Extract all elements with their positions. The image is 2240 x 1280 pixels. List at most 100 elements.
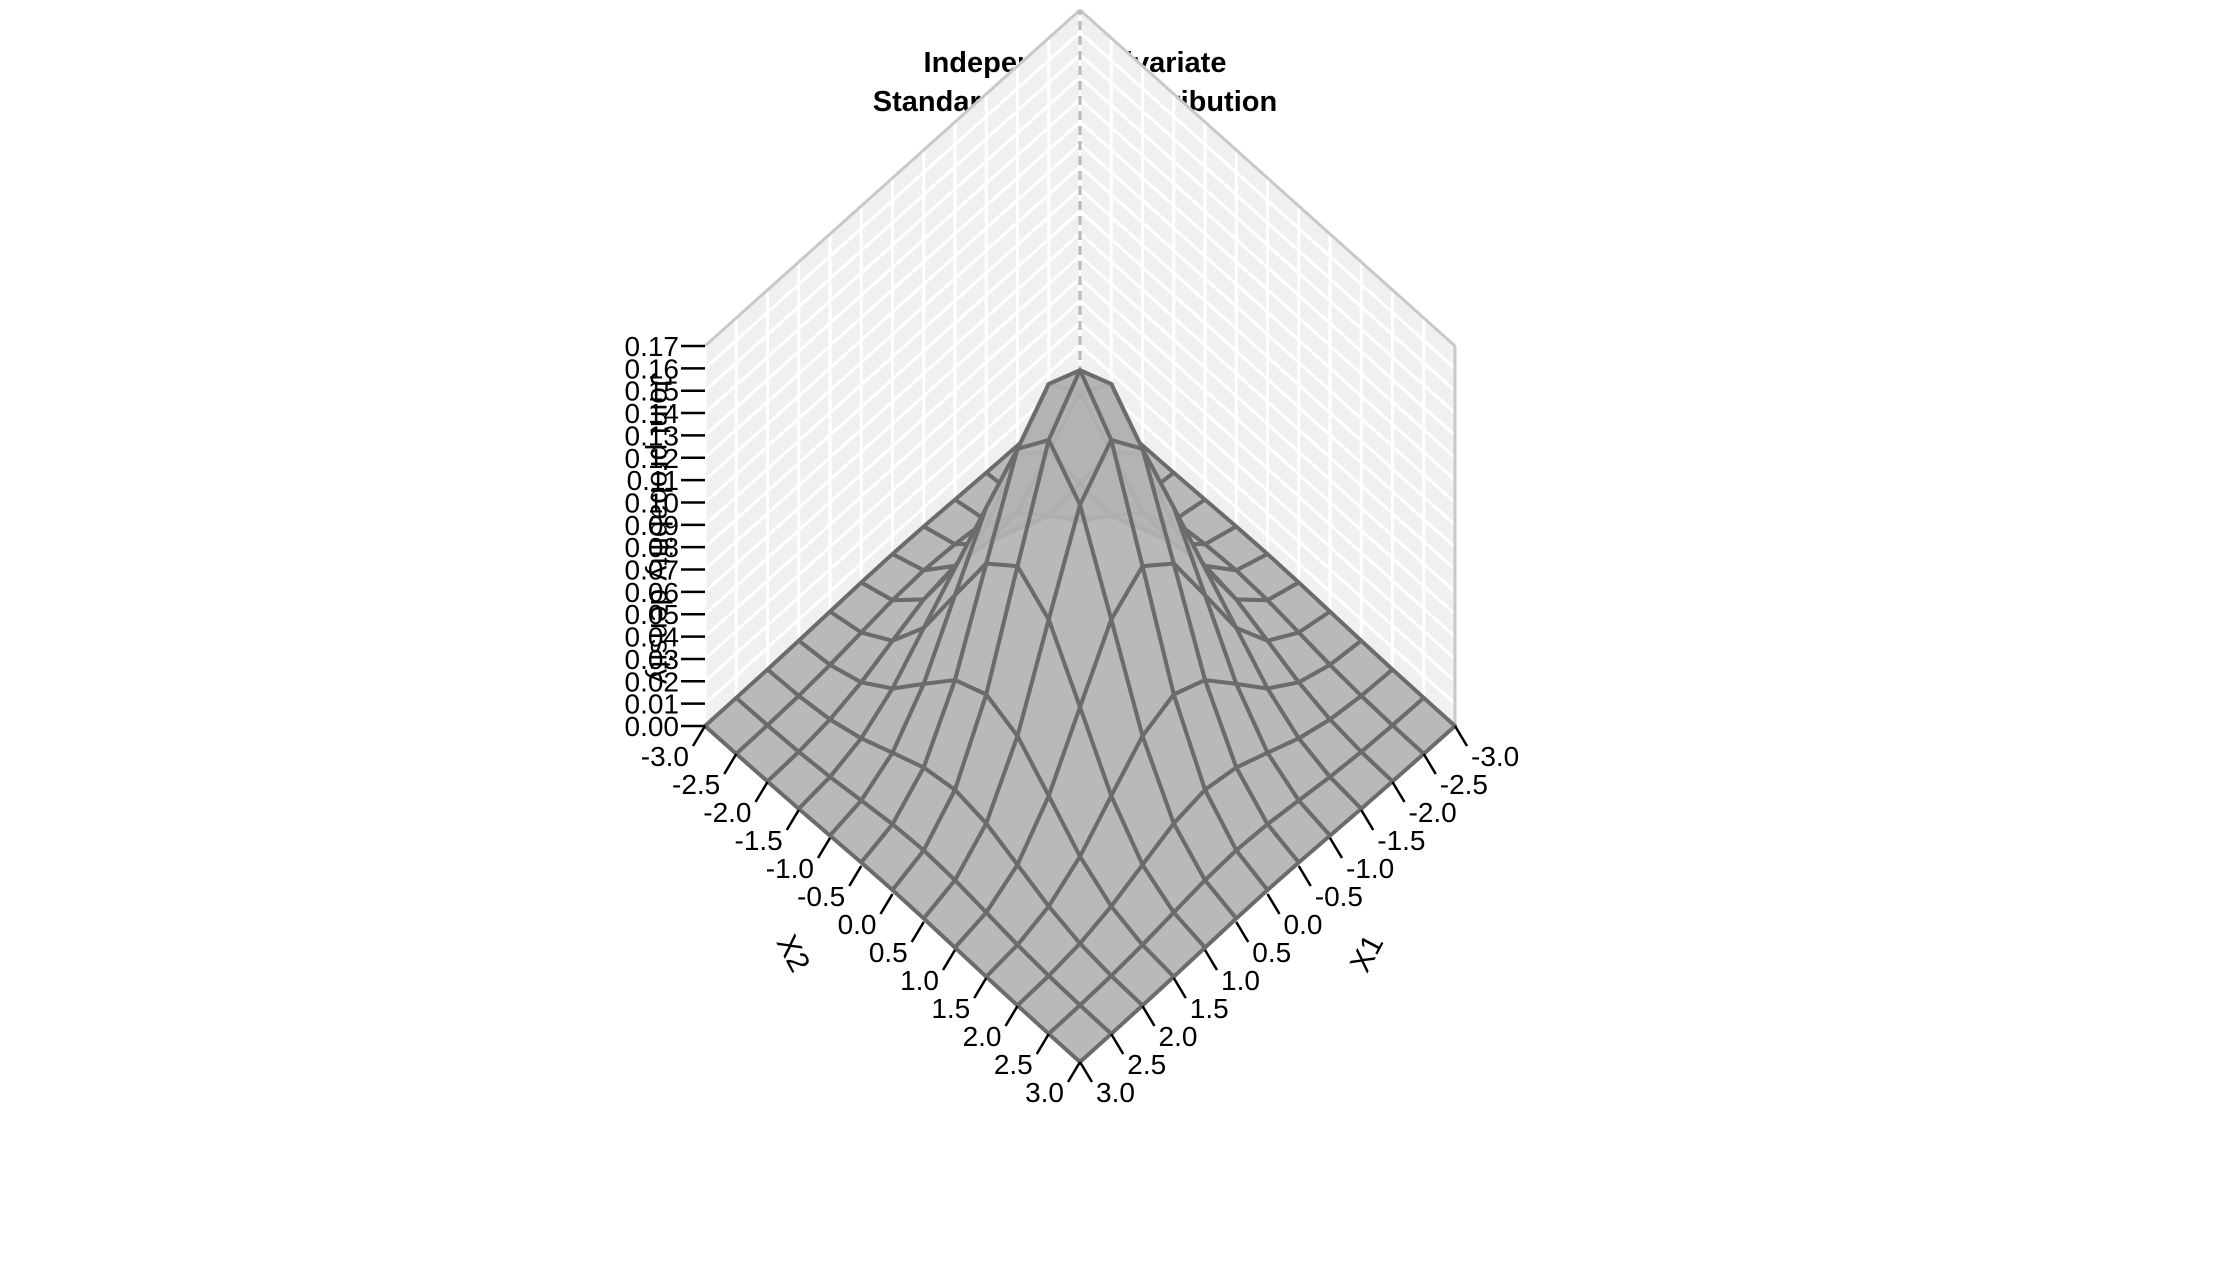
density-surface [703,368,1457,1064]
left-wall-gridline [703,277,1082,616]
left-wall-gridline [703,254,1082,593]
wall-edge [1078,8,1457,348]
x2-tick-mark [1004,1005,1019,1027]
x2-tick-mark [816,837,832,859]
x1-tick-label: 1.5 [1190,993,1229,1024]
x1-tick-label: 0.5 [1252,937,1291,968]
left-wall-gridline [703,75,1082,415]
right-wall-gridline [1078,75,1457,415]
left-wall-gridline [703,143,1082,482]
x2-tick-label: 2.5 [994,1049,1033,1080]
right-wall-gridline [1078,98,1457,437]
x1-tick-label: -3.0 [1471,741,1519,772]
z-tick-label: 0.07 [625,555,680,586]
z-tick-label: 0.09 [625,510,680,541]
left-wall-gridline [703,366,1082,705]
x2-tick-mark [785,809,800,831]
z-tick-label: 0.12 [625,443,680,474]
x1-tick-mark [1172,977,1187,999]
x2-tick-label: -2.5 [672,769,720,800]
x1-tick-mark [1141,1005,1156,1027]
x2-tick-label: -2.0 [703,797,751,828]
x2-tick-label: -3.0 [641,741,689,772]
x1-tick-mark [1453,725,1469,747]
left-wall-gridline [703,321,1082,661]
surface-facet [1046,1003,1114,1064]
z-tick-label: 0.05 [625,599,680,630]
z-axis-title: Joint probability density [644,372,677,684]
right-wall-gridline [1078,187,1457,526]
wall-edge [703,8,1082,348]
z-tick-label: 0.16 [625,353,680,384]
x2-tick-mark [723,753,738,775]
x1-tick-label: 3.0 [1096,1077,1135,1108]
axes: 0.000.010.020.030.040.050.060.070.080.09… [625,331,1520,1108]
z-tick-label: 0.11 [627,465,679,496]
left-wall-gridline [703,120,1082,459]
x1-tick-mark [1078,1061,1094,1083]
right-wall-gridline [1078,277,1457,616]
left-wall-gridline [703,165,1082,504]
right-wall-gridline [1078,299,1457,638]
x2-tick-label: -1.0 [766,853,814,884]
z-tick-label: 0.01 [625,689,680,720]
x1-tick-label: -2.0 [1409,797,1457,828]
x1-tick-label: -1.5 [1377,825,1425,856]
x2-axis-title: X2 [770,930,816,978]
right-wall-gridline [1078,165,1457,504]
x1-tick-mark [1422,753,1437,775]
x2-tick-mark [973,977,988,999]
left-wall-gridline [703,344,1082,683]
x1-tick-label: -2.5 [1440,769,1488,800]
x1-tick-mark [1266,893,1281,915]
z-tick-label: 0.00 [625,711,680,742]
left-wall-gridline [703,98,1082,437]
x2-tick-mark [691,725,707,747]
x1-axis-title: X1 [1344,930,1390,978]
right-wall-gridline [1078,366,1457,705]
x2-tick-mark [879,893,894,915]
left-wall-gridline [703,232,1082,571]
x2-tick-label: 2.0 [963,1021,1002,1052]
x1-tick-label: -0.5 [1315,881,1363,912]
z-tick-label: 0.17 [625,331,680,362]
x1-tick-mark [1328,837,1344,859]
x1-tick-label: 2.5 [1127,1049,1166,1080]
x1-tick-label: 1.0 [1221,965,1260,996]
x2-tick-mark [910,921,925,943]
z-tick-label: 0.03 [625,644,680,675]
left-wall-gridline [703,210,1082,549]
x1-tick-mark [1360,809,1375,831]
x1-tick-label: 0.0 [1284,909,1323,940]
z-tick-label: 0.13 [625,420,680,451]
right-wall-gridline [1078,210,1457,549]
right-wall-gridline [1078,232,1457,571]
left-wall-gridline [703,299,1082,638]
x1-tick-mark [1391,781,1406,803]
z-tick-label: 0.04 [625,622,680,653]
x2-tick-mark [1066,1061,1082,1083]
right-wall-gridline [1078,254,1457,593]
x2-tick-label: 0.0 [838,909,877,940]
right-wall-gridline [1078,120,1457,459]
right-wall-gridline [1078,53,1457,392]
x2-tick-label: 0.5 [869,937,908,968]
x2-tick-mark [941,949,957,971]
x1-tick-mark [1297,865,1312,887]
z-tick-label: 0.10 [625,487,680,518]
z-tick-label: 0.15 [625,376,680,407]
x2-tick-label: 1.0 [900,965,939,996]
x1-tick-mark [1110,1033,1125,1055]
x1-tick-label: -1.0 [1346,853,1394,884]
x2-tick-label: -1.5 [735,825,783,856]
x2-tick-mark [754,781,769,803]
z-tick-label: 0.06 [625,577,680,608]
right-wall-gridline [1078,143,1457,482]
z-tick-label: 0.02 [625,666,680,697]
x2-tick-label: 3.0 [1025,1077,1064,1108]
right-wall-gridline [1078,344,1457,683]
left-wall-gridline [703,31,1082,370]
z-tick-label: 0.08 [625,532,680,563]
z-tick-label: 0.14 [625,398,680,429]
